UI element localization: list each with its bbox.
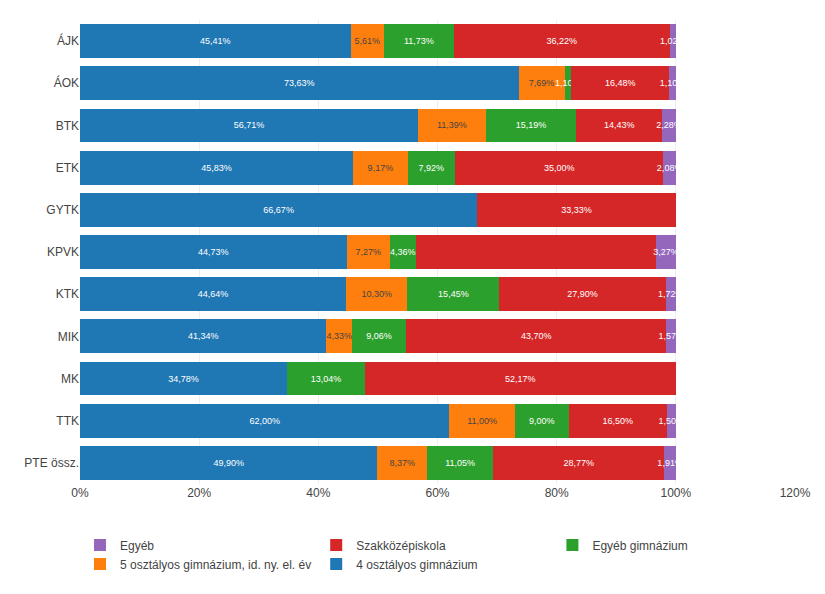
svg-text:5 osztályos gimnázium, id. ny.: 5 osztályos gimnázium, id. ny. el. év xyxy=(120,558,311,572)
svg-text:9,06%: 9,06% xyxy=(366,331,392,341)
svg-text:4,33%: 4,33% xyxy=(326,331,352,341)
svg-text:GYTK: GYTK xyxy=(46,203,79,217)
svg-text:41,34%: 41,34% xyxy=(188,331,219,341)
svg-text:ETK: ETK xyxy=(56,161,79,175)
svg-text:TTK: TTK xyxy=(56,414,79,428)
svg-text:KPVK: KPVK xyxy=(47,245,79,259)
svg-text:4 osztályos gimnázium: 4 osztályos gimnázium xyxy=(356,558,477,572)
svg-text:7,27%: 7,27% xyxy=(355,247,381,257)
svg-text:2,08%: 2,08% xyxy=(657,163,683,173)
svg-text:45,83%: 45,83% xyxy=(201,163,232,173)
svg-text:PTE össz.: PTE össz. xyxy=(24,456,79,470)
svg-text:33,33%: 33,33% xyxy=(561,205,592,215)
svg-text:1,57%: 1,57% xyxy=(658,331,684,341)
svg-text:3,27%: 3,27% xyxy=(653,247,679,257)
svg-text:15,19%: 15,19% xyxy=(516,120,547,130)
svg-text:34,78%: 34,78% xyxy=(168,374,199,384)
svg-text:13,04%: 13,04% xyxy=(311,374,342,384)
svg-text:7,92%: 7,92% xyxy=(419,163,445,173)
svg-text:9,17%: 9,17% xyxy=(368,163,394,173)
svg-text:KTK: KTK xyxy=(56,287,79,301)
svg-text:Egyéb gimnázium: Egyéb gimnázium xyxy=(592,539,687,553)
svg-text:62,00%: 62,00% xyxy=(249,416,280,426)
svg-text:16,48%: 16,48% xyxy=(605,78,636,88)
svg-text:11,00%: 11,00% xyxy=(467,416,497,426)
svg-text:MIK: MIK xyxy=(58,330,79,344)
svg-text:45,41%: 45,41% xyxy=(200,36,231,46)
svg-text:40%: 40% xyxy=(306,486,330,500)
svg-text:4,36%: 4,36% xyxy=(390,247,416,257)
svg-text:ÁJK: ÁJK xyxy=(57,33,79,48)
svg-text:11,73%: 11,73% xyxy=(404,36,434,46)
svg-text:1,72%: 1,72% xyxy=(658,289,684,299)
svg-text:66,67%: 66,67% xyxy=(263,205,294,215)
svg-text:100%: 100% xyxy=(660,486,691,500)
svg-text:36,22%: 36,22% xyxy=(547,36,578,46)
svg-text:44,73%: 44,73% xyxy=(198,247,229,257)
svg-text:15,45%: 15,45% xyxy=(438,289,469,299)
svg-text:BTK: BTK xyxy=(56,119,79,133)
svg-text:1,91%: 1,91% xyxy=(657,458,683,468)
svg-text:5,61%: 5,61% xyxy=(355,36,381,46)
svg-text:ÁOK: ÁOK xyxy=(54,75,79,90)
svg-text:1,02%: 1,02% xyxy=(660,36,686,46)
svg-text:10,30%: 10,30% xyxy=(361,289,392,299)
svg-text:27,90%: 27,90% xyxy=(567,289,598,299)
svg-text:1,10%: 1,10% xyxy=(660,78,686,88)
svg-text:44,64%: 44,64% xyxy=(198,289,229,299)
svg-text:52,17%: 52,17% xyxy=(505,374,536,384)
svg-text:56,71%: 56,71% xyxy=(234,120,265,130)
svg-text:1,50%: 1,50% xyxy=(659,416,685,426)
svg-text:11,05%: 11,05% xyxy=(445,458,475,468)
svg-text:11,39%: 11,39% xyxy=(437,120,467,130)
svg-text:43,70%: 43,70% xyxy=(521,331,552,341)
svg-text:120%: 120% xyxy=(780,486,811,500)
svg-text:35,00%: 35,00% xyxy=(544,163,575,173)
svg-text:28,77%: 28,77% xyxy=(563,458,594,468)
svg-text:14,43%: 14,43% xyxy=(604,120,635,130)
svg-text:49,90%: 49,90% xyxy=(213,458,244,468)
svg-text:Szakközépiskola: Szakközépiskola xyxy=(356,539,446,553)
svg-text:60%: 60% xyxy=(425,486,449,500)
svg-text:80%: 80% xyxy=(545,486,569,500)
svg-text:16,50%: 16,50% xyxy=(602,416,633,426)
svg-text:1,10%: 1,10% xyxy=(555,78,581,88)
svg-text:MK: MK xyxy=(61,372,79,386)
svg-text:73,63%: 73,63% xyxy=(284,78,315,88)
svg-text:Egyéb: Egyéb xyxy=(120,539,154,553)
svg-text:9,00%: 9,00% xyxy=(529,416,555,426)
svg-text:8,37%: 8,37% xyxy=(389,458,415,468)
svg-text:20%: 20% xyxy=(187,486,211,500)
svg-text:7,69%: 7,69% xyxy=(529,78,555,88)
svg-text:0%: 0% xyxy=(71,486,89,500)
svg-text:2,28%: 2,28% xyxy=(656,120,682,130)
